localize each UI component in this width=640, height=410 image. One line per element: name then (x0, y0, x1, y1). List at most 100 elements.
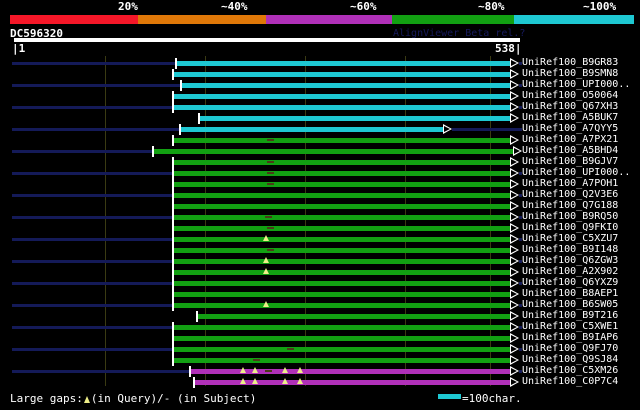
hit-sequence-label[interactable]: UniRef100_B9SMN8 (522, 68, 619, 79)
alignment-bar[interactable] (172, 182, 510, 187)
hit-sequence-label[interactable]: UniRef100_C5XM26 (522, 365, 619, 376)
alignment-row[interactable]: UniRef100_C0P7C4 (0, 376, 640, 388)
hit-sequence-label[interactable]: UniRef100_B9I148 (522, 244, 619, 255)
alignment-row[interactable]: UniRef100_A2X902 (0, 266, 640, 278)
alignment-bar[interactable] (172, 347, 510, 352)
alignment-bar[interactable] (172, 259, 510, 264)
alignment-bar[interactable] (172, 270, 510, 275)
alignment-row[interactable]: UniRef100_C5XM26 (0, 365, 640, 377)
alignment-bar[interactable] (172, 215, 510, 220)
hit-sequence-label[interactable]: UniRef100_B9RQ50 (522, 211, 619, 222)
alignment-row[interactable]: UniRef100_A5BUK7 (0, 112, 640, 124)
hit-sequence-label[interactable]: UniRef100_B6SW05 (522, 299, 619, 310)
alignment-row[interactable]: UniRef100_B9GR83 (0, 57, 640, 69)
alignment-start-tick (172, 245, 174, 256)
hit-sequence-label[interactable]: UniRef100_Q6ZGW3 (522, 255, 619, 266)
scale-segment-cyan (514, 15, 634, 24)
alignment-row[interactable]: UniRef100_C5XWE1 (0, 321, 640, 333)
alignment-bar[interactable] (179, 127, 443, 132)
alignment-row[interactable]: UniRef100_B9SMN8 (0, 68, 640, 80)
alignment-bar[interactable] (196, 314, 510, 319)
alignment-bar[interactable] (172, 226, 510, 231)
hit-sequence-label[interactable]: UniRef100_Q2V3E6 (522, 189, 619, 200)
hit-sequence-label[interactable]: UniRef100_B9T216 (522, 310, 619, 321)
subject-gap-marker (267, 183, 274, 185)
alignment-row[interactable]: UniRef100_Q9SJ84 (0, 354, 640, 366)
alignment-bar[interactable] (193, 380, 510, 385)
alignment-row[interactable]: UniRef100_Q7G188 (0, 200, 640, 212)
alignment-row[interactable]: UniRef100_B6SW05 (0, 299, 640, 311)
hit-sequence-label[interactable]: UniRef100_Q67XH3 (522, 101, 619, 112)
hit-sequence-label[interactable]: UniRef100_A5BHD4 (522, 145, 619, 156)
hit-sequence-label[interactable]: UniRef100_B9IAP6 (522, 332, 619, 343)
scale-color-bar (10, 15, 634, 24)
alignment-bar[interactable] (172, 72, 510, 77)
hit-sequence-label[interactable]: UniRef100_C5XWE1 (522, 321, 619, 332)
alignment-row[interactable]: UniRef100_Q67XH3 (0, 101, 640, 113)
alignment-row[interactable]: UniRef100_A7POH1 (0, 178, 640, 190)
alignment-bar[interactable] (175, 61, 510, 66)
alignment-bar[interactable] (172, 94, 510, 99)
alignment-bar[interactable] (172, 160, 510, 165)
alignment-bar[interactable] (198, 116, 510, 121)
alignment-row[interactable]: UniRef100_A7PX21 (0, 134, 640, 146)
alignment-bar[interactable] (180, 83, 510, 88)
alignment-bar[interactable] (172, 138, 510, 143)
alignment-bar[interactable] (172, 336, 510, 341)
hit-sequence-label[interactable]: UniRef100_A2X902 (522, 266, 619, 277)
hit-sequence-label[interactable]: UniRef100_O50064 (522, 90, 619, 101)
alignment-bar[interactable] (172, 358, 510, 363)
alignment-start-tick (172, 135, 174, 146)
alignment-bar[interactable] (172, 281, 510, 286)
alignment-end-arrow-inner (511, 82, 517, 88)
alignment-row[interactable]: UniRef100_B9GJV7 (0, 156, 640, 168)
hit-sequence-label[interactable]: UniRef100_Q9SJ84 (522, 354, 619, 365)
query-gap-marker (297, 367, 303, 373)
alignment-start-tick (172, 201, 174, 212)
alignment-row[interactable]: UniRef100_UPI000.. (0, 167, 640, 179)
alignment-row[interactable]: UniRef100_A5BHD4 (0, 145, 640, 157)
hit-sequence-label[interactable]: UniRef100_C5XZU7 (522, 233, 619, 244)
alignment-bar[interactable] (152, 149, 513, 154)
hit-sequence-label[interactable]: UniRef100_UPI000.. (522, 167, 631, 178)
hit-sequence-label[interactable]: UniRef100_B9GR83 (522, 57, 619, 68)
alignment-row[interactable]: UniRef100_Q2V3E6 (0, 189, 640, 201)
alignment-row[interactable]: UniRef100_B9T216 (0, 310, 640, 322)
alignment-row[interactable]: UniRef100_UPI000.. (0, 79, 640, 91)
alignment-row[interactable]: UniRef100_C5XZU7 (0, 233, 640, 245)
alignment-row[interactable]: UniRef100_Q9FKI0 (0, 222, 640, 234)
alignment-end-arrow-inner (511, 192, 517, 198)
alignment-bar[interactable] (172, 303, 510, 308)
hit-sequence-label[interactable]: UniRef100_A7QYY5 (522, 123, 619, 134)
alignment-row[interactable]: UniRef100_Q6YXZ9 (0, 277, 640, 289)
alignment-bar[interactable] (172, 204, 510, 209)
alignment-bar[interactable] (172, 325, 510, 330)
alignment-row[interactable]: UniRef100_B8AEP1 (0, 288, 640, 300)
hit-sequence-label[interactable]: UniRef100_Q7G188 (522, 200, 619, 211)
alignment-row[interactable]: UniRef100_O50064 (0, 90, 640, 102)
hit-sequence-label[interactable]: UniRef100_A7POH1 (522, 178, 619, 189)
alignment-bar[interactable] (172, 292, 510, 297)
hit-sequence-label[interactable]: UniRef100_Q9FJ70 (522, 343, 619, 354)
alignment-bar[interactable] (172, 248, 510, 253)
hit-sequence-label[interactable]: UniRef100_Q9FKI0 (522, 222, 619, 233)
app-watermark: AlignViewer Beta rel.? (393, 28, 526, 39)
alignment-bar[interactable] (172, 237, 510, 242)
hit-sequence-label[interactable]: UniRef100_Q6YXZ9 (522, 277, 619, 288)
hit-sequence-label[interactable]: UniRef100_C0P7C4 (522, 376, 619, 387)
hit-sequence-label[interactable]: UniRef100_UPI000.. (522, 79, 631, 90)
hit-sequence-label[interactable]: UniRef100_A5BUK7 (522, 112, 619, 123)
alignment-bar[interactable] (172, 105, 510, 110)
alignment-row[interactable]: UniRef100_B9I148 (0, 244, 640, 256)
alignment-bar[interactable] (172, 193, 510, 198)
alignment-row[interactable]: UniRef100_Q9FJ70 (0, 343, 640, 355)
alignment-row[interactable]: UniRef100_A7QYY5 (0, 123, 640, 135)
alignment-bar[interactable] (172, 171, 510, 176)
alignment-row[interactable]: UniRef100_B9IAP6 (0, 332, 640, 344)
hit-sequence-label[interactable]: UniRef100_B9GJV7 (522, 156, 619, 167)
hit-sequence-label[interactable]: UniRef100_A7PX21 (522, 134, 619, 145)
hit-sequence-label[interactable]: UniRef100_B8AEP1 (522, 288, 619, 299)
alignment-row[interactable]: UniRef100_Q6ZGW3 (0, 255, 640, 267)
alignment-row[interactable]: UniRef100_B9RQ50 (0, 211, 640, 223)
alignment-bar[interactable] (189, 369, 510, 374)
